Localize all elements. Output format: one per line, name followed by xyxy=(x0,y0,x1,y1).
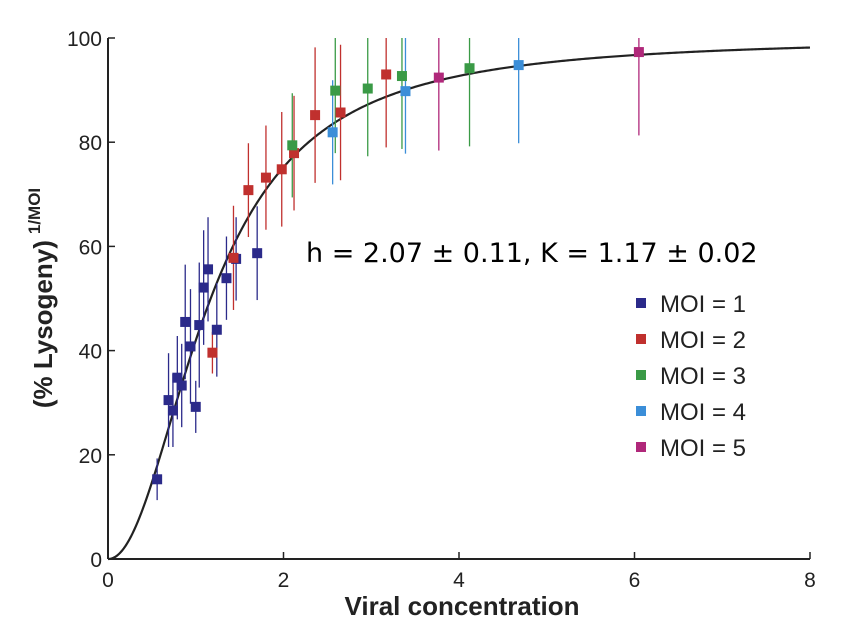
y-axis-title-group: (% Lysogeny) 1/MOI xyxy=(25,188,58,408)
data-point-moi-3 xyxy=(362,83,373,94)
error-bars xyxy=(156,38,640,501)
data-point-moi-3 xyxy=(330,85,341,96)
legend-swatch xyxy=(636,370,646,380)
data-point-moi-1 xyxy=(185,341,196,352)
y-tick-label: 0 xyxy=(90,549,102,572)
legend-label: MOI = 3 xyxy=(660,363,746,390)
legend-swatch xyxy=(636,406,646,416)
data-point-moi-2 xyxy=(335,107,346,118)
data-point-moi-2 xyxy=(289,148,300,159)
legend-label: MOI = 4 xyxy=(660,399,746,426)
legend-label: MOI = 1 xyxy=(660,291,746,318)
data-point-moi-1 xyxy=(211,324,222,335)
x-tick-label: 8 xyxy=(804,569,816,592)
legend-swatch xyxy=(636,334,646,344)
data-point-moi-3 xyxy=(464,63,475,74)
data-point-moi-1 xyxy=(152,474,163,485)
y-axis-title: (% Lysogeny) xyxy=(28,240,58,408)
data-point-moi-2 xyxy=(260,172,271,183)
data-point-moi-1 xyxy=(221,273,232,284)
data-point-moi-1 xyxy=(163,395,174,406)
data-point-moi-4 xyxy=(327,127,338,138)
data-point-moi-2 xyxy=(243,185,254,196)
data-point-moi-5 xyxy=(633,47,644,58)
y-tick-label: 20 xyxy=(79,445,102,468)
legend-label: MOI = 5 xyxy=(660,435,746,462)
data-point-moi-1 xyxy=(190,401,201,412)
y-tick-label: 100 xyxy=(67,28,102,51)
x-tick-label: 4 xyxy=(453,569,465,592)
legend: MOI = 1 MOI = 2 MOI = 3 MOI = 4 MOI = 5 xyxy=(636,291,746,462)
data-point-moi-5 xyxy=(433,72,444,83)
fit-curve xyxy=(107,46,811,561)
data-point-moi-4 xyxy=(513,60,524,71)
y-axis-title-superscript: 1/MOI xyxy=(25,188,44,234)
legend-label: MOI = 2 xyxy=(660,327,746,354)
x-tick-label: 2 xyxy=(278,569,290,592)
data-point-moi-1 xyxy=(180,316,191,327)
fit-parameters-annotation: h = 2.07 ± 0.11, K = 1.17 ± 0.02 xyxy=(306,238,758,269)
y-tick-label: 80 xyxy=(79,132,102,155)
data-point-moi-1 xyxy=(172,372,183,383)
data-point-moi-2 xyxy=(228,252,239,263)
data-point-moi-1 xyxy=(252,248,263,259)
data-point-moi-2 xyxy=(207,347,218,358)
legend-swatch xyxy=(636,298,646,308)
data-point-moi-2 xyxy=(310,110,321,121)
data-point-moi-1 xyxy=(176,380,187,391)
data-point-moi-3 xyxy=(287,140,298,151)
data-point-moi-1 xyxy=(203,264,214,275)
data-point-moi-1 xyxy=(194,320,205,331)
data-point-moi-2 xyxy=(381,69,392,80)
y-tick-label: 40 xyxy=(79,341,102,364)
x-tick-label: 0 xyxy=(102,569,114,592)
data-point-moi-4 xyxy=(400,86,411,97)
x-axis-title: Viral concentration xyxy=(344,591,579,621)
data-point-moi-1 xyxy=(198,282,209,293)
x-tick-label: 6 xyxy=(629,569,641,592)
y-tick-label: 60 xyxy=(79,236,102,259)
data-point-moi-1 xyxy=(167,405,178,416)
legend-swatch xyxy=(636,442,646,452)
svg-text:(% Lysogeny)1/MOI: (% Lysogeny) 1/MOI xyxy=(25,188,58,408)
data-point-moi-3 xyxy=(396,71,407,82)
data-points xyxy=(152,47,644,485)
data-point-moi-2 xyxy=(276,164,287,175)
